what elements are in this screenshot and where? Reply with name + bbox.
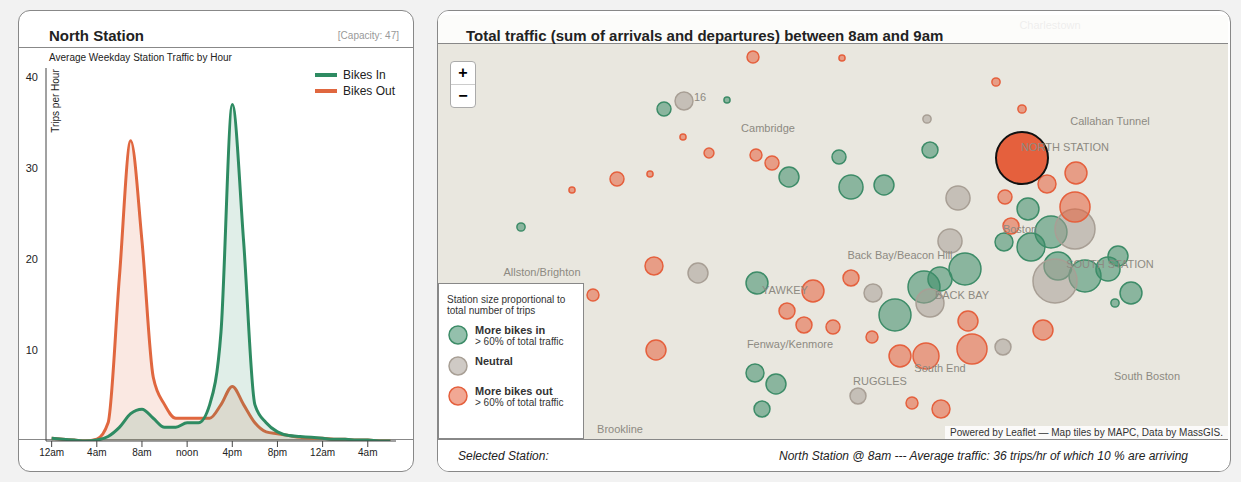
html-text:North Station: North Station xyxy=(49,27,144,44)
svg-text:South End: South End xyxy=(914,362,965,374)
html-text:Powered by Leaflet — Map tiles: Powered by Leaflet — Map tiles by MAPC, … xyxy=(950,427,1223,438)
svg-text:4am: 4am xyxy=(358,447,377,458)
svg-text:Callahan Tunnel: Callahan Tunnel xyxy=(1070,115,1150,127)
html-text:More bikes in: More bikes in xyxy=(475,324,546,336)
html-text:Average Weekday Station Traffi: Average Weekday Station Traffic by Hour xyxy=(49,52,232,63)
svg-text:12am: 12am xyxy=(39,447,64,458)
html-text:> 60% of total traffic: > 60% of total traffic xyxy=(475,336,564,347)
html-text:Bikes Out: Bikes Out xyxy=(343,84,395,98)
svg-text:Cambridge: Cambridge xyxy=(741,122,795,134)
svg-text:Fenway/Kenmore: Fenway/Kenmore xyxy=(747,338,833,350)
svg-text:SOUTH STATION: SOUTH STATION xyxy=(1066,258,1154,270)
html-text:[Capacity: 47]: [Capacity: 47] xyxy=(337,30,399,41)
svg-text:30: 30 xyxy=(26,162,38,174)
html-text:North Station @ 8am --- Averag: North Station @ 8am --- Average traffic:… xyxy=(779,449,1188,463)
html-text:Bikes In: Bikes In xyxy=(343,68,386,82)
html-text:Total traffic (sum of arrivals: Total traffic (sum of arrivals and depar… xyxy=(466,27,944,44)
html-text:Station size proportional to t: Station size proportional to total numbe… xyxy=(447,294,566,316)
svg-text:10: 10 xyxy=(26,344,38,356)
svg-text:12am: 12am xyxy=(310,447,335,458)
svg-text:NORTH STATION: NORTH STATION xyxy=(1021,141,1109,153)
svg-text:16: 16 xyxy=(694,91,706,103)
svg-text:8pm: 8pm xyxy=(268,447,287,458)
svg-text:South Boston: South Boston xyxy=(1114,370,1180,382)
svg-text:noon: noon xyxy=(176,447,198,458)
svg-text:BACK BAY: BACK BAY xyxy=(935,289,990,301)
html-text:More bikes out: More bikes out xyxy=(475,385,553,397)
svg-text:4am: 4am xyxy=(87,447,106,458)
svg-text:4pm: 4pm xyxy=(223,447,242,458)
html-text:Neutral: Neutral xyxy=(475,355,513,367)
svg-text:Boston: Boston xyxy=(1003,223,1037,235)
svg-text:YAWKEY: YAWKEY xyxy=(762,284,809,296)
svg-text:Allston/Brighton: Allston/Brighton xyxy=(503,266,580,278)
html-text:Selected Station:: Selected Station: xyxy=(458,449,549,463)
html-text:> 60% of total traffic: > 60% of total traffic xyxy=(475,397,564,408)
svg-text:8am: 8am xyxy=(132,447,151,458)
svg-text:Back Bay/Beacon Hill: Back Bay/Beacon Hill xyxy=(847,249,952,261)
svg-text:40: 40 xyxy=(26,71,38,83)
svg-text:20: 20 xyxy=(26,253,38,265)
svg-text:RUGGLES: RUGGLES xyxy=(853,375,907,387)
svg-text:Brookline: Brookline xyxy=(597,423,643,435)
svg-text:Trips per Hour: Trips per Hour xyxy=(50,69,61,133)
